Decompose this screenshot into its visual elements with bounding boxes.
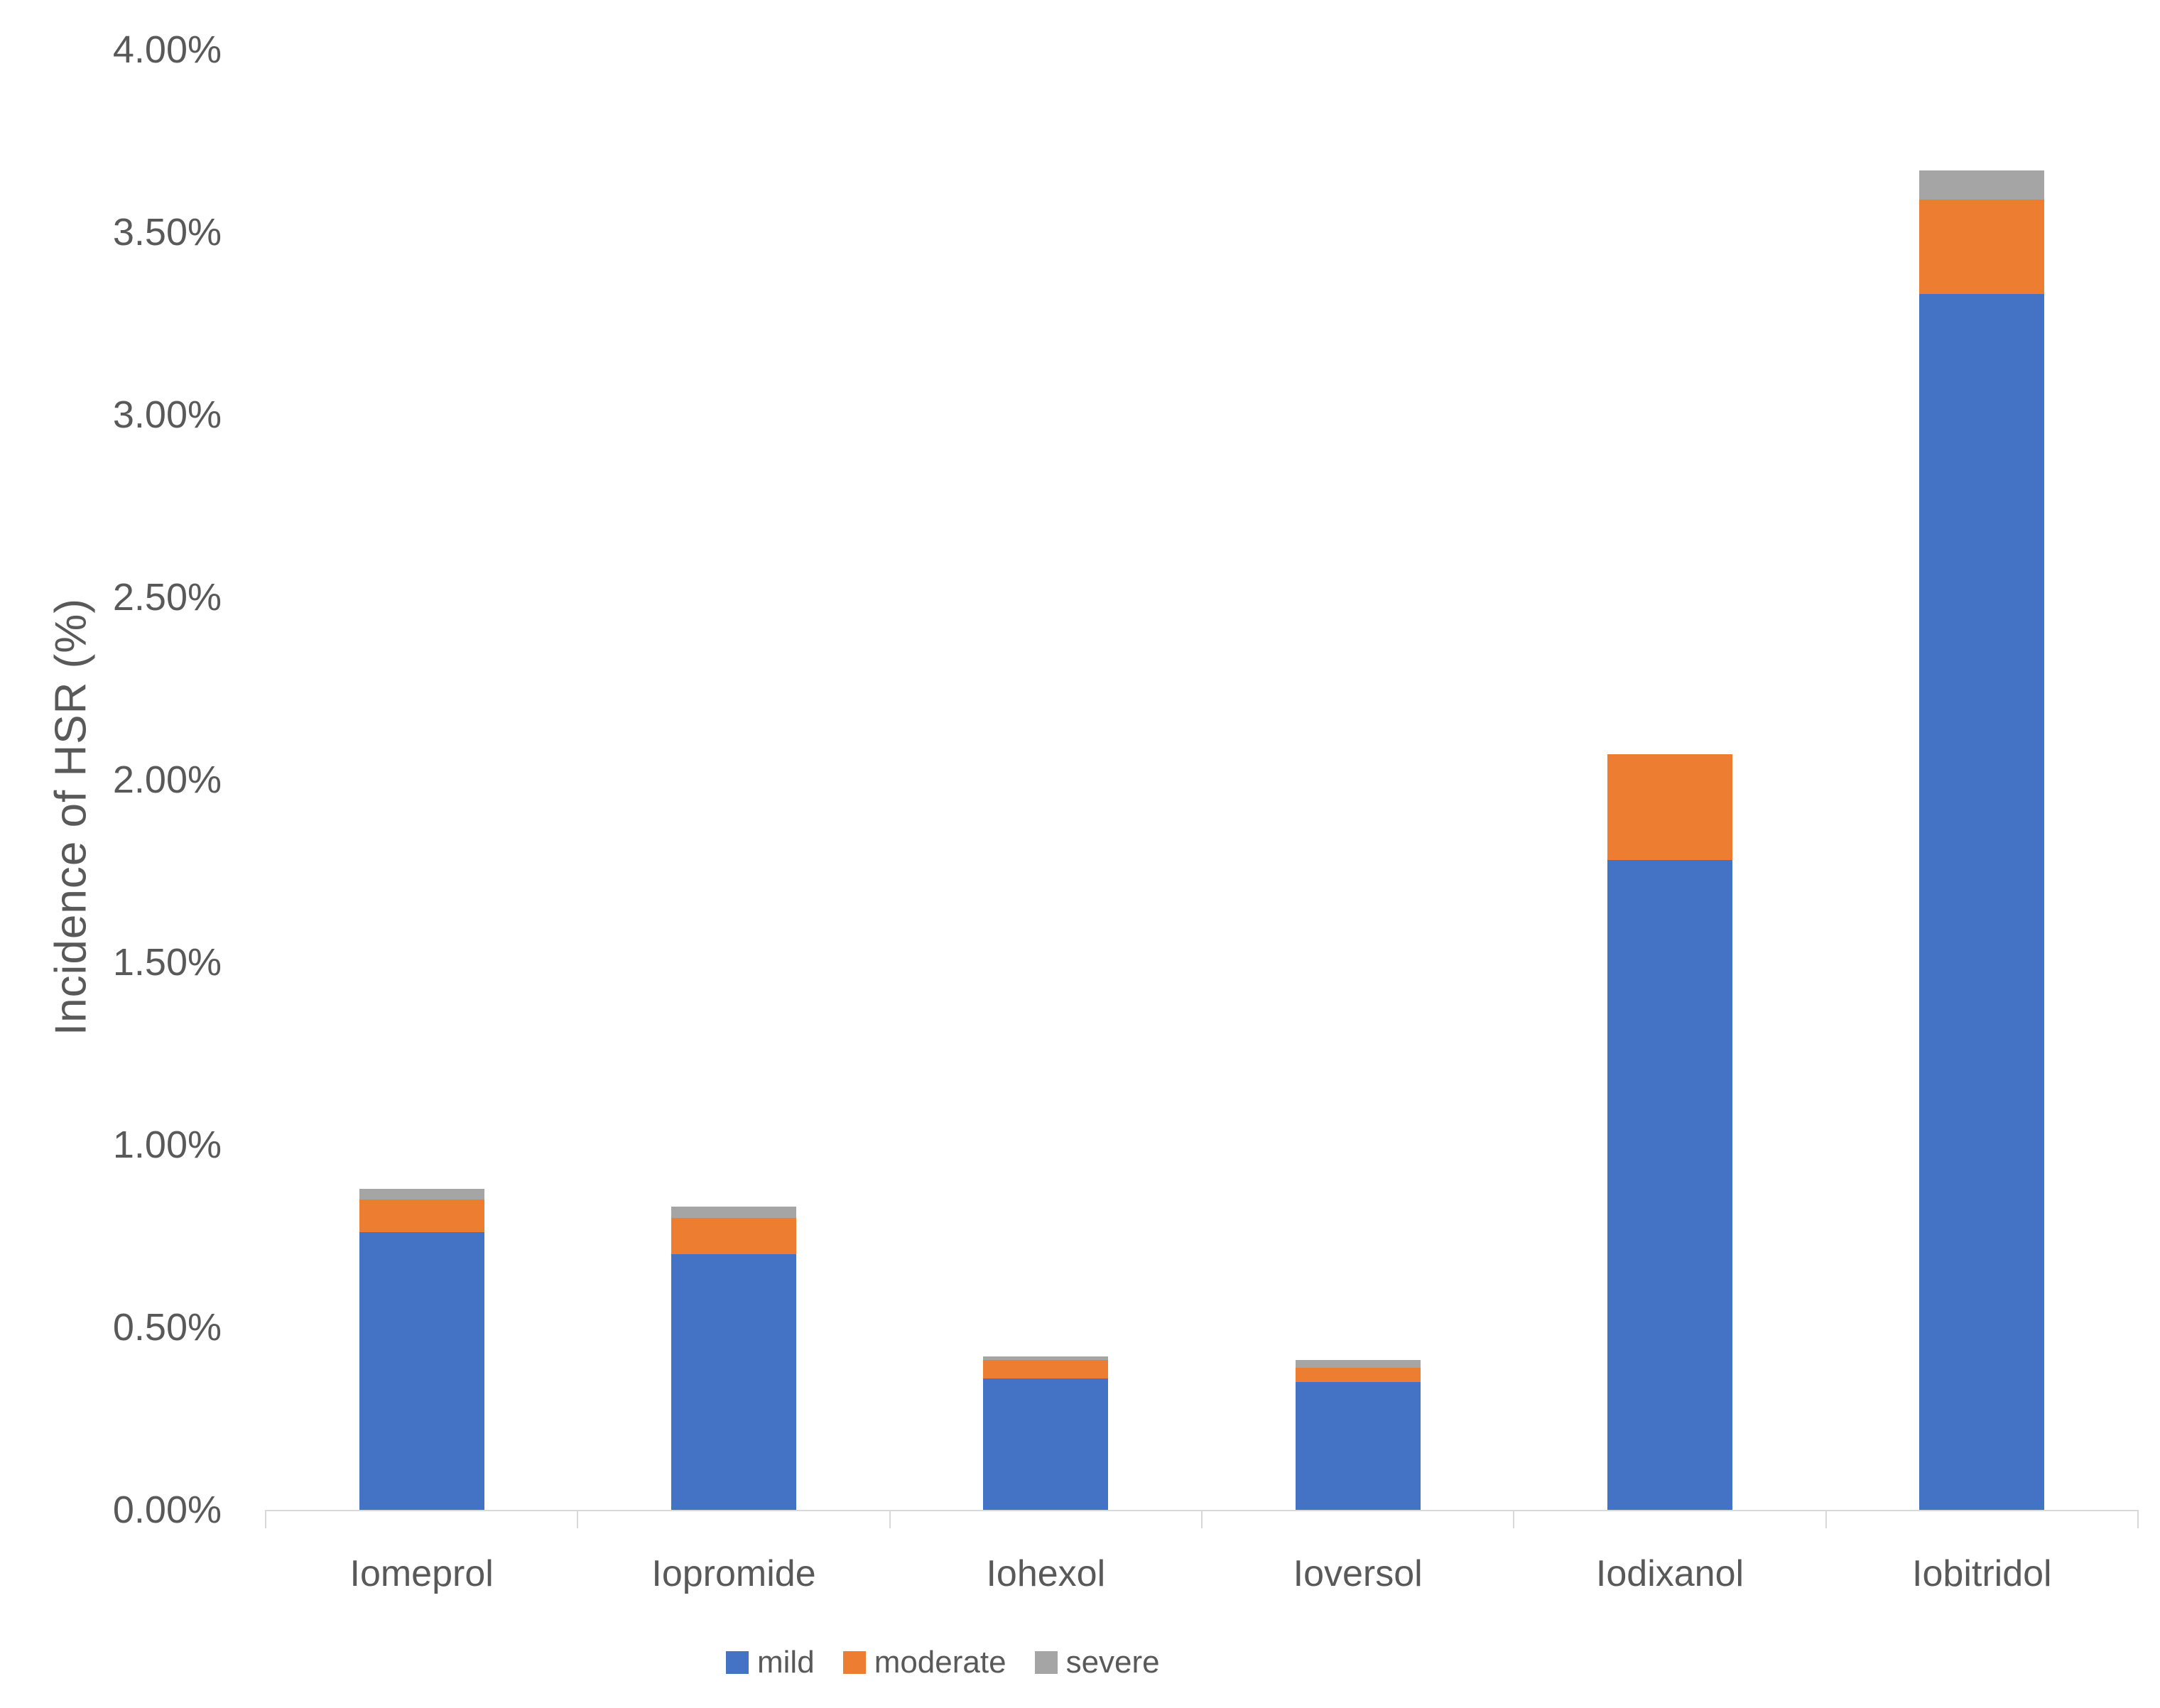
bar-segment-moderate-iomeprol — [359, 1200, 484, 1233]
bar-segment-moderate-iobitridol — [1919, 199, 2045, 295]
legend-label-moderate: moderate — [874, 1645, 1006, 1680]
legend-swatch-severe — [1034, 1651, 1058, 1674]
y-tick-label-050: 0.50% — [112, 1306, 222, 1349]
chart-legend: mild moderate severe — [726, 1645, 1160, 1680]
x-axis-tick — [1513, 1510, 1515, 1528]
y-tick-label-250: 2.50% — [112, 576, 222, 619]
legend-label-severe: severe — [1065, 1645, 1160, 1680]
x-axis-label-iobitridol: Iobitridol — [1912, 1553, 2052, 1594]
y-tick-label-000: 0.00% — [112, 1489, 222, 1531]
x-axis-label-ioversol: Ioversol — [1293, 1553, 1423, 1594]
bar-segment-mild-iomeprol — [359, 1232, 484, 1510]
x-axis-tick — [2137, 1510, 2139, 1528]
y-tick-label-200: 2.00% — [112, 758, 222, 801]
x-axis-tick — [1201, 1510, 1203, 1528]
x-axis-label-iomeprol: Iomeprol — [349, 1553, 494, 1594]
x-axis-tick — [265, 1510, 266, 1528]
legend-item-moderate: moderate — [842, 1645, 1006, 1680]
bar-segment-mild-iodixanol — [1607, 860, 1732, 1510]
x-axis-label-iohexol: Iohexol — [986, 1553, 1106, 1594]
legend-swatch-mild — [726, 1651, 749, 1674]
bar-segment-mild-ioversol — [1295, 1382, 1421, 1510]
bar-segment-moderate-iopromide — [671, 1217, 796, 1255]
y-tick-label-100: 1.00% — [112, 1124, 222, 1166]
x-axis-tick — [889, 1510, 891, 1528]
x-axis-tick — [1825, 1510, 1827, 1528]
bar-segment-mild-iohexol — [983, 1378, 1109, 1510]
bar-segment-severe-iopromide — [671, 1207, 796, 1218]
legend-item-mild: mild — [726, 1645, 815, 1680]
y-tick-label-400: 4.00% — [112, 28, 222, 71]
x-axis-tick — [577, 1510, 579, 1528]
bar-segment-moderate-iohexol — [983, 1360, 1109, 1378]
y-tick-label-300: 3.00% — [112, 393, 222, 436]
legend-swatch-moderate — [842, 1651, 866, 1674]
bar-segment-mild-iobitridol — [1919, 294, 2045, 1510]
y-tick-label-350: 3.50% — [112, 211, 222, 254]
bar-segment-moderate-ioversol — [1295, 1367, 1421, 1383]
bar-segment-severe-iohexol — [983, 1356, 1109, 1361]
x-axis-label-iopromide: Iopromide — [651, 1553, 816, 1594]
legend-label-mild: mild — [757, 1645, 815, 1680]
bar-segment-severe-ioversol — [1295, 1360, 1421, 1368]
y-tick-label-150: 1.50% — [112, 941, 222, 984]
x-axis-label-iodixanol: Iodixanol — [1595, 1553, 1744, 1594]
bar-segment-severe-iobitridol — [1919, 170, 2045, 200]
legend-item-severe: severe — [1034, 1645, 1160, 1680]
bar-segment-mild-iopromide — [671, 1254, 796, 1510]
bar-segment-severe-iomeprol — [359, 1188, 484, 1200]
bar-segment-moderate-iodixanol — [1607, 754, 1732, 861]
